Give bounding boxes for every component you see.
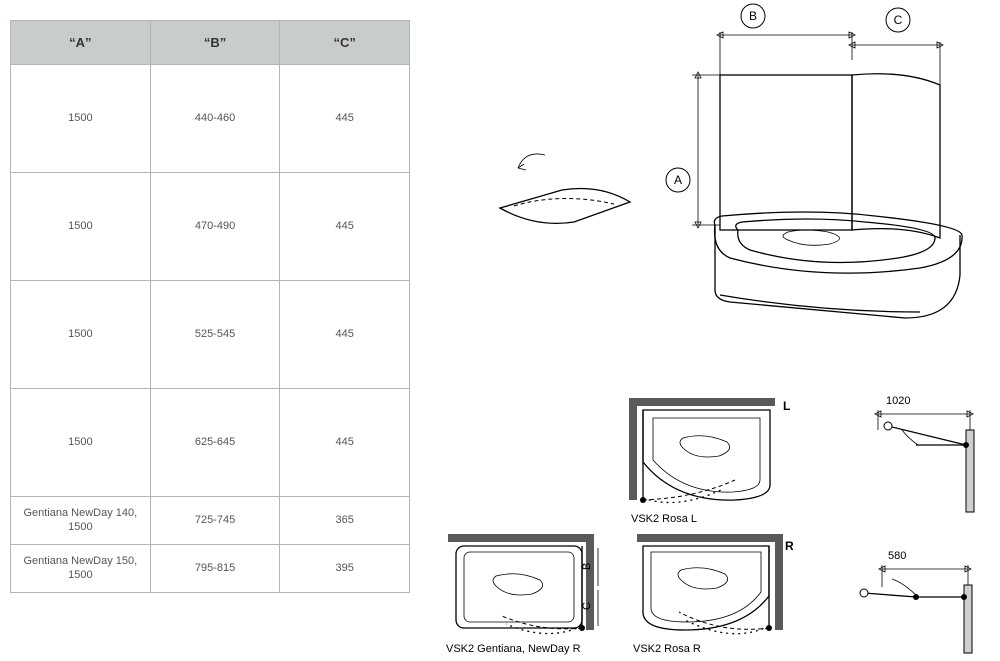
table-cell: 395 xyxy=(280,545,410,593)
svg-text:C: C xyxy=(581,602,593,610)
svg-text:1020: 1020 xyxy=(886,395,910,407)
svg-text:580: 580 xyxy=(888,550,906,562)
fold-indicator-diagram xyxy=(490,130,650,230)
table-cell: 1500 xyxy=(11,281,151,389)
svg-text:R: R xyxy=(785,539,794,553)
table-cell: 795-815 xyxy=(150,545,280,593)
table-cell: 365 xyxy=(280,497,410,545)
svg-text:VSK2 Rosa L: VSK2 Rosa L xyxy=(631,513,697,525)
table-row: Gentiana NewDay 140, 1500725-745365 xyxy=(11,497,410,545)
table-cell: 470-490 xyxy=(150,173,280,281)
main-bathtub-diagram: B C A xyxy=(660,0,980,340)
table-cell: 1500 xyxy=(11,173,151,281)
svg-text:B: B xyxy=(749,9,757,23)
table-cell: 1500 xyxy=(11,389,151,497)
swing-580-diagram: 580 xyxy=(830,545,980,660)
table-cell: 725-745 xyxy=(150,497,280,545)
table-cell: Gentiana NewDay 140, 1500 xyxy=(11,497,151,545)
col-a-header: “A” xyxy=(11,21,151,65)
svg-text:A: A xyxy=(674,173,682,187)
table-cell: 445 xyxy=(280,389,410,497)
table-cell: 445 xyxy=(280,65,410,173)
swing-1020-diagram: 1020 xyxy=(830,390,980,520)
svg-text:L: L xyxy=(783,399,790,413)
diagram-area: B C A xyxy=(430,0,1000,661)
col-b-header: “B” xyxy=(150,21,280,65)
table-row: 1500525-545445 xyxy=(11,281,410,389)
rosa-r-diagram: R VSK2 Rosa R xyxy=(625,530,795,660)
table-cell: 445 xyxy=(280,281,410,389)
table-row: 1500625-645445 xyxy=(11,389,410,497)
table-row: 1500440-460445 xyxy=(11,65,410,173)
rosa-l-diagram: L VSK2 Rosa L xyxy=(625,390,795,530)
svg-text:C: C xyxy=(894,13,903,27)
table-cell: 440-460 xyxy=(150,65,280,173)
gentiana-r-diagram: B C VSK2 Gentiana, NewDay R xyxy=(440,530,620,660)
svg-text:VSK2 Gentiana, NewDay R: VSK2 Gentiana, NewDay R xyxy=(446,643,581,655)
table-row: 1500470-490445 xyxy=(11,173,410,281)
dimension-table: “A” “B” “C” 1500440-4604451500470-490445… xyxy=(10,20,410,593)
table-cell: 445 xyxy=(280,173,410,281)
svg-text:VSK2 Rosa R: VSK2 Rosa R xyxy=(633,643,701,655)
table-row: Gentiana NewDay 150, 1500795-815395 xyxy=(11,545,410,593)
table-cell: 1500 xyxy=(11,65,151,173)
svg-text:B: B xyxy=(581,563,593,570)
col-c-header: “C” xyxy=(280,21,410,65)
table-cell: 525-545 xyxy=(150,281,280,389)
table-cell: 625-645 xyxy=(150,389,280,497)
table-cell: Gentiana NewDay 150, 1500 xyxy=(11,545,151,593)
